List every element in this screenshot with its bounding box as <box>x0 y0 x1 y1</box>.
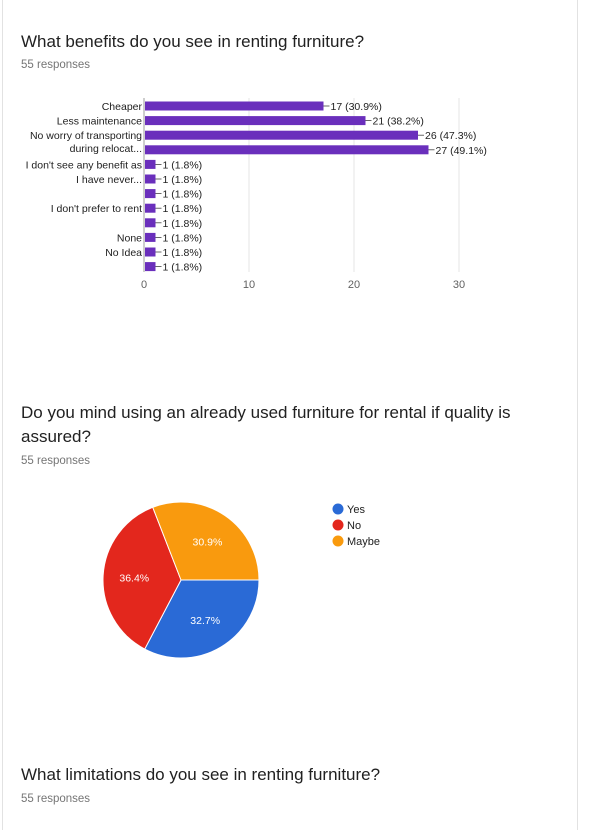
x-tick-label: 20 <box>348 279 360 291</box>
data-label: 21 (38.2%) <box>373 116 424 128</box>
question-title-used-furniture: Do you mind using an already used furnit… <box>21 403 511 446</box>
category-label: Cheaper <box>102 101 143 113</box>
legend-swatch <box>332 519 344 531</box>
bar <box>145 116 366 126</box>
legend-label: No <box>347 520 361 532</box>
pie-slice-label: 32.7% <box>190 615 220 627</box>
legend-label: Maybe <box>347 536 380 548</box>
response-count-used-furniture: 55 responses <box>21 455 91 467</box>
category-label: I don't see any benefit as <box>26 159 142 171</box>
pie-slice-label: 30.9% <box>193 536 223 548</box>
legend-label: Yes <box>347 504 365 516</box>
bar <box>145 203 156 213</box>
legend-swatch <box>332 503 344 515</box>
data-label: 1 (1.8%) <box>163 218 203 230</box>
bar <box>145 101 324 111</box>
data-label: 1 (1.8%) <box>163 174 203 186</box>
bar <box>145 218 156 228</box>
x-tick-label: 0 <box>141 279 147 291</box>
x-tick-label: 30 <box>453 279 465 291</box>
benefits-bar-chart: 0 10 20 30 17 (30.9%) 21 (38.2%)26 (47.3%) 27 … <box>26 98 487 291</box>
pie-slice <box>144 579 260 659</box>
used-furniture-pie-chart: 32.7% 36.4% 30.9% Yes No Maybe <box>102 501 380 659</box>
question-title-benefits: What benefits do you see in renting furn… <box>21 32 365 51</box>
data-label: 1 (1.8%) <box>163 203 203 215</box>
category-label: during relocat... <box>70 143 142 155</box>
data-label: 17 (30.9%) <box>331 101 382 113</box>
bar <box>145 174 156 184</box>
data-label: 1 (1.8%) <box>163 159 203 171</box>
bar <box>145 130 418 140</box>
data-label: 1 (1.8%) <box>163 247 203 259</box>
category-label: No Idea <box>105 247 142 259</box>
response-count-benefits: 55 responses <box>21 59 91 71</box>
category-label: None <box>117 232 142 244</box>
bar <box>145 262 156 272</box>
data-label: 26 (47.3%) <box>425 130 476 142</box>
pie-slice-label: 36.4% <box>119 572 149 584</box>
pie-slice <box>102 506 182 650</box>
response-count-limitations: 55 responses <box>21 793 91 805</box>
bar <box>145 232 156 242</box>
pie-slice <box>152 501 260 581</box>
x-tick-label: 10 <box>243 279 255 291</box>
bar <box>145 247 156 257</box>
category-label: I have never... <box>76 174 142 186</box>
data-label: 1 (1.8%) <box>163 262 203 274</box>
bar <box>145 159 156 169</box>
category-label: No worry of transporting <box>30 130 142 142</box>
bar <box>145 189 156 199</box>
category-label: I don't prefer to rent <box>51 203 142 215</box>
data-label: 1 (1.8%) <box>163 232 203 244</box>
form-summary-panel <box>2 0 578 830</box>
legend-swatch <box>332 535 344 547</box>
data-label: 1 (1.8%) <box>163 189 203 201</box>
category-label: Less maintenance <box>57 116 142 128</box>
data-label: 27 (49.1%) <box>436 145 487 157</box>
question-title-limitations: What limitations do you see in renting f… <box>21 765 381 784</box>
bar <box>145 145 429 155</box>
